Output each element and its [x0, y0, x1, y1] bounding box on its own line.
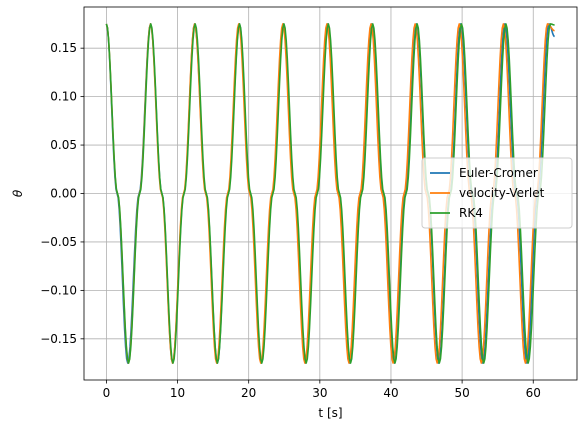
- legend-box: [421, 157, 573, 229]
- y-tick-label: 0.10: [50, 90, 77, 104]
- y-tick-label: −0.15: [40, 332, 77, 346]
- x-axis-label: t [s]: [318, 406, 342, 420]
- y-axis-ticks: −0.15 −0.10 −0.05 0.00 0.05 0.10 0.15: [40, 41, 84, 346]
- y-tick-label: 0.05: [50, 138, 77, 152]
- series-layer: [105, 23, 555, 364]
- x-tick-label: 20: [241, 386, 256, 400]
- legend-label: velocity-Verlet: [459, 186, 545, 200]
- y-axis-label: θ: [11, 189, 25, 197]
- y-tick-label: −0.05: [40, 235, 77, 249]
- legend-label: RK4: [459, 206, 483, 220]
- x-tick-label: 50: [454, 386, 469, 400]
- x-tick-label: 0: [103, 386, 111, 400]
- y-tick-label: 0.00: [50, 187, 77, 201]
- series-line-rk4: [105, 23, 555, 364]
- x-axis-ticks: 0 10 20 30 40 50 60: [103, 380, 541, 400]
- x-tick-label: 40: [383, 386, 398, 400]
- x-tick-label: 10: [170, 386, 185, 400]
- legend-label: Euler-Cromer: [459, 166, 538, 180]
- y-tick-label: 0.15: [50, 41, 77, 55]
- x-tick-label: 30: [312, 386, 327, 400]
- legend: Euler-Cromer velocity-Verlet RK4: [421, 157, 573, 229]
- y-tick-label: −0.10: [40, 283, 77, 297]
- x-tick-label: 60: [526, 386, 541, 400]
